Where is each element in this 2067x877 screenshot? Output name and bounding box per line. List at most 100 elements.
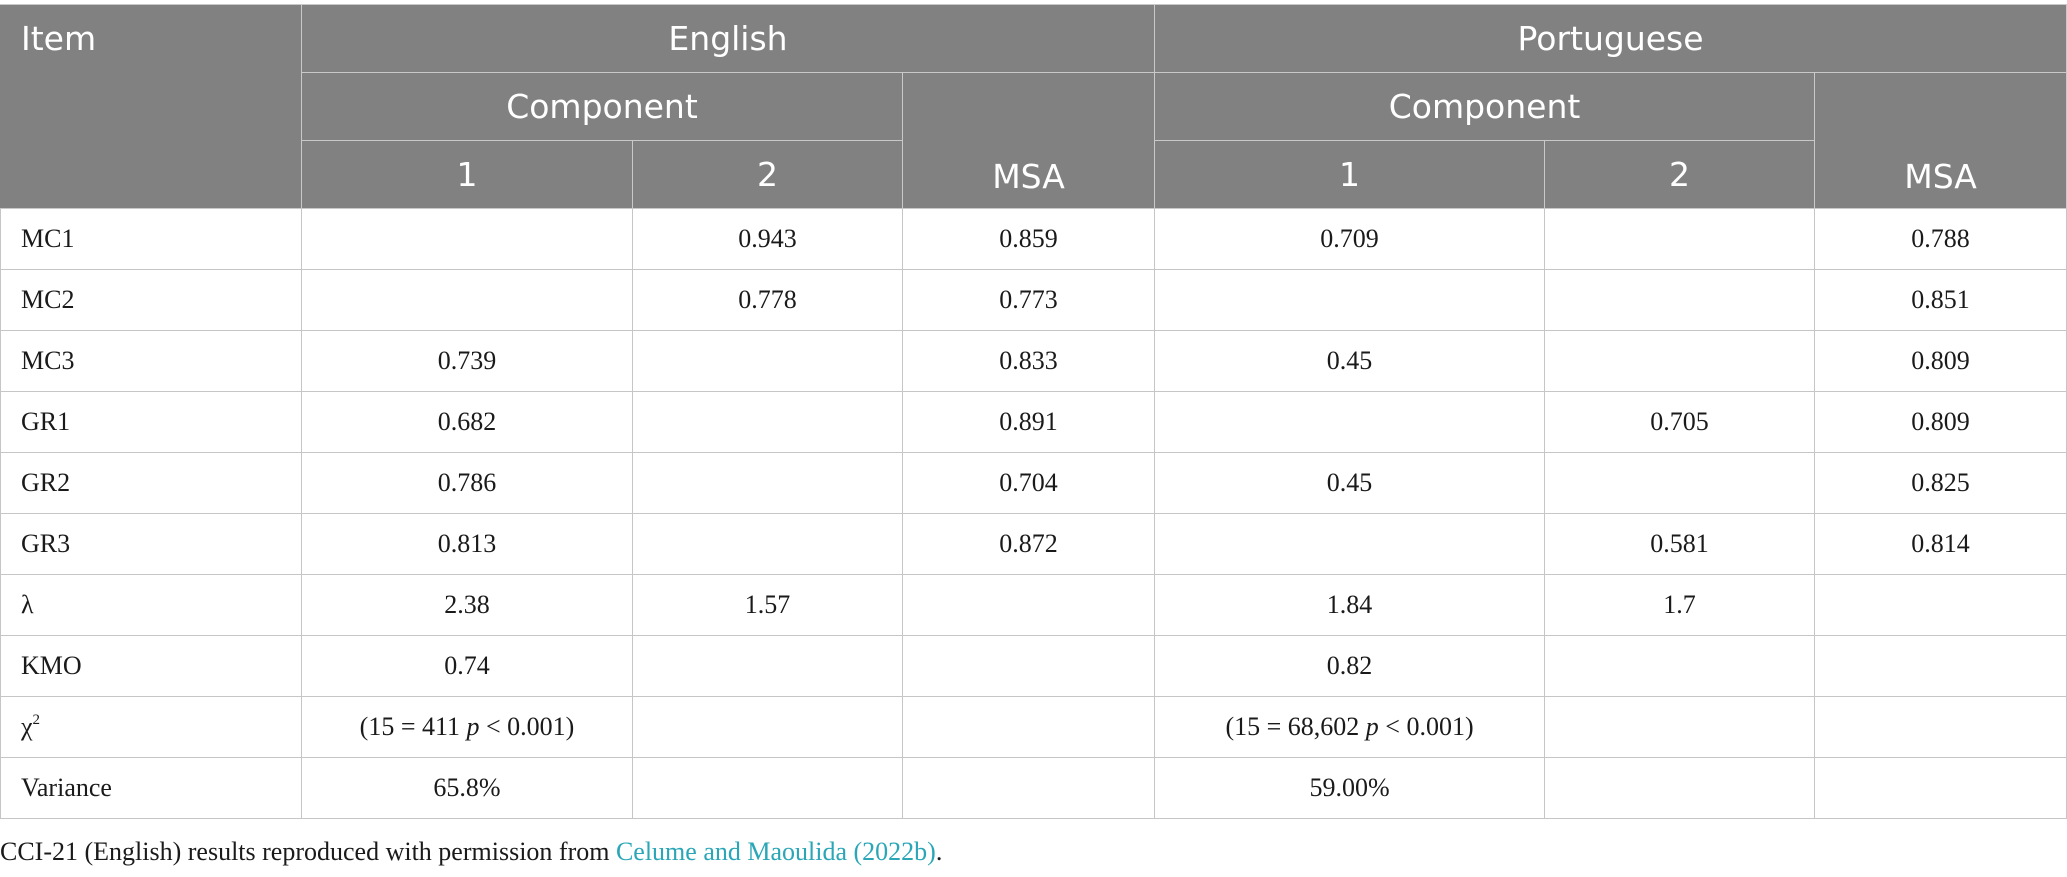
portuguese-msa-cell: 0.814	[1814, 513, 2067, 575]
english-chi-square-cell: (15 = 411 p < 0.001)	[301, 696, 633, 758]
item-cell: λ	[0, 574, 302, 636]
english-msa-cell: 0.859	[901, 208, 1156, 270]
item-cell: GR2	[0, 452, 302, 514]
english-msa-cell: 0.773	[901, 269, 1156, 331]
footnote-text: CCI-21 (English) results reproduced with…	[0, 837, 616, 866]
table-header: Item English Portuguese Component MSA Co…	[0, 4, 2067, 209]
portuguese-component-2-cell: 0.581	[1544, 513, 1816, 575]
english-component-2-cell: 0.943	[632, 208, 903, 270]
header-row-component: Component MSA Component MSA	[1, 72, 2067, 209]
portuguese-msa-cell: 0.825	[1814, 452, 2067, 514]
chi-portuguese-p: p	[1365, 712, 1379, 741]
header-row-numbers: 1 2 1 2	[1, 140, 2067, 209]
header-portuguese-col1: 1	[1154, 140, 1546, 209]
english-component-1-cell: 0.74	[301, 635, 633, 697]
table-row-variance: Variance 65.8% 59.00%	[0, 757, 2067, 819]
english-msa-cell: 0.891	[901, 391, 1156, 453]
portuguese-component-2-cell	[1544, 452, 1816, 514]
english-component-2-cell: 0.778	[632, 269, 903, 331]
header-english-component: Component	[301, 72, 903, 141]
item-cell: KMO	[0, 635, 302, 697]
english-component-2-cell	[632, 635, 903, 697]
header-row-language: Item English Portuguese	[0, 4, 2067, 209]
item-cell: MC2	[0, 269, 302, 331]
portuguese-component-2-cell	[1544, 330, 1816, 392]
english-msa-cell: 0.833	[901, 330, 1156, 392]
english-component-2-cell	[632, 513, 903, 575]
portuguese-variance-cell: 59.00%	[1154, 757, 1546, 819]
header-portuguese: Portuguese	[1154, 4, 2067, 73]
english-component-2-cell	[632, 696, 903, 758]
portuguese-component-1-cell	[1154, 513, 1546, 575]
table-row: MC1 0.943 0.859 0.709 0.788	[0, 208, 2067, 270]
english-component-1-cell	[301, 208, 633, 270]
english-msa-cell: 0.872	[901, 513, 1156, 575]
table-row: λ 2.38 1.57 1.84 1.7	[0, 574, 2067, 636]
english-component-1-cell: 0.786	[301, 452, 633, 514]
item-cell: Variance	[0, 757, 302, 819]
english-component-1-cell: 0.739	[301, 330, 633, 392]
item-cell: GR3	[0, 513, 302, 575]
english-msa-cell	[901, 757, 1156, 819]
portuguese-component-2-cell	[1544, 269, 1816, 331]
english-component-2-cell	[632, 757, 903, 819]
english-component-2-cell	[632, 330, 903, 392]
header-portuguese-msa: MSA	[1814, 72, 2067, 209]
english-component-1-cell: 0.682	[301, 391, 633, 453]
portuguese-msa-cell	[1814, 574, 2067, 636]
english-msa-cell	[901, 574, 1156, 636]
table-row: GR2 0.786 0.704 0.45 0.825	[0, 452, 2067, 514]
portuguese-msa-cell	[1814, 757, 2067, 819]
portuguese-chi-square-cell: (15 = 68,602 p < 0.001)	[1154, 696, 1546, 758]
chi-superscript: 2	[32, 712, 41, 728]
header-english: English	[300, 4, 1156, 73]
portuguese-msa-cell: 0.788	[1814, 208, 2067, 270]
english-msa-cell	[901, 696, 1156, 758]
portuguese-component-1-cell	[1154, 269, 1546, 331]
english-msa-cell	[901, 635, 1156, 697]
footnote-end: .	[935, 837, 943, 866]
portuguese-component-1-cell: 0.709	[1154, 208, 1546, 270]
english-variance-cell: 65.8%	[301, 757, 633, 819]
portuguese-component-2-cell	[1544, 757, 1816, 819]
chi-english-prefix: (15 = 411	[359, 712, 467, 741]
portuguese-msa-cell	[1814, 635, 2067, 697]
table-body: MC1 0.943 0.859 0.709 0.788 MC2 0.778 0.…	[0, 208, 2067, 819]
portuguese-component-1-cell: 0.45	[1154, 452, 1546, 514]
english-component-1-cell: 0.813	[301, 513, 633, 575]
portuguese-component-1-cell: 0.45	[1154, 330, 1546, 392]
english-component-2-cell	[632, 452, 903, 514]
portuguese-msa-cell: 0.851	[1814, 269, 2067, 331]
portuguese-msa-cell	[1814, 696, 2067, 758]
english-component-2-cell: 1.57	[632, 574, 903, 636]
table-row-chi-square: χ2 (15 = 411 p < 0.001) (15 = 68,602 p <…	[0, 696, 2067, 758]
english-component-2-cell	[632, 391, 903, 453]
portuguese-component-2-cell: 1.7	[1544, 574, 1816, 636]
citation-link[interactable]: Celume and Maoulida (2022b)	[615, 837, 936, 866]
table-row: MC3 0.739 0.833 0.45 0.809	[0, 330, 2067, 392]
table-footnote: CCI-21 (English) results reproduced with…	[0, 837, 942, 867]
chi-english-suffix: < 0.001)	[479, 712, 575, 741]
table-row: MC2 0.778 0.773 0.851	[0, 269, 2067, 331]
portuguese-component-2-cell: 0.705	[1544, 391, 1816, 453]
header-english-col1: 1	[301, 140, 633, 209]
item-cell: χ2	[0, 696, 302, 758]
portuguese-component-2-cell	[1544, 696, 1816, 758]
portuguese-msa-cell: 0.809	[1814, 330, 2067, 392]
table-row: GR3 0.813 0.872 0.581 0.814	[0, 513, 2067, 575]
item-cell: MC3	[0, 330, 302, 392]
item-cell: MC1	[0, 208, 302, 270]
portuguese-component-1-cell: 0.82	[1154, 635, 1546, 697]
chi-portuguese-prefix: (15 = 68,602	[1225, 712, 1366, 741]
chi-portuguese-suffix: < 0.001)	[1378, 712, 1474, 741]
portuguese-component-1-cell	[1154, 391, 1546, 453]
chi-english-p: p	[466, 712, 480, 741]
header-portuguese-col2: 2	[1544, 140, 1816, 209]
header-portuguese-component: Component	[1154, 72, 1816, 141]
portuguese-msa-cell: 0.809	[1814, 391, 2067, 453]
portuguese-component-2-cell	[1544, 635, 1816, 697]
header-item: Item	[0, 4, 302, 209]
english-component-1-cell	[301, 269, 633, 331]
table-row: KMO 0.74 0.82	[0, 635, 2067, 697]
header-english-col2: 2	[632, 140, 903, 209]
